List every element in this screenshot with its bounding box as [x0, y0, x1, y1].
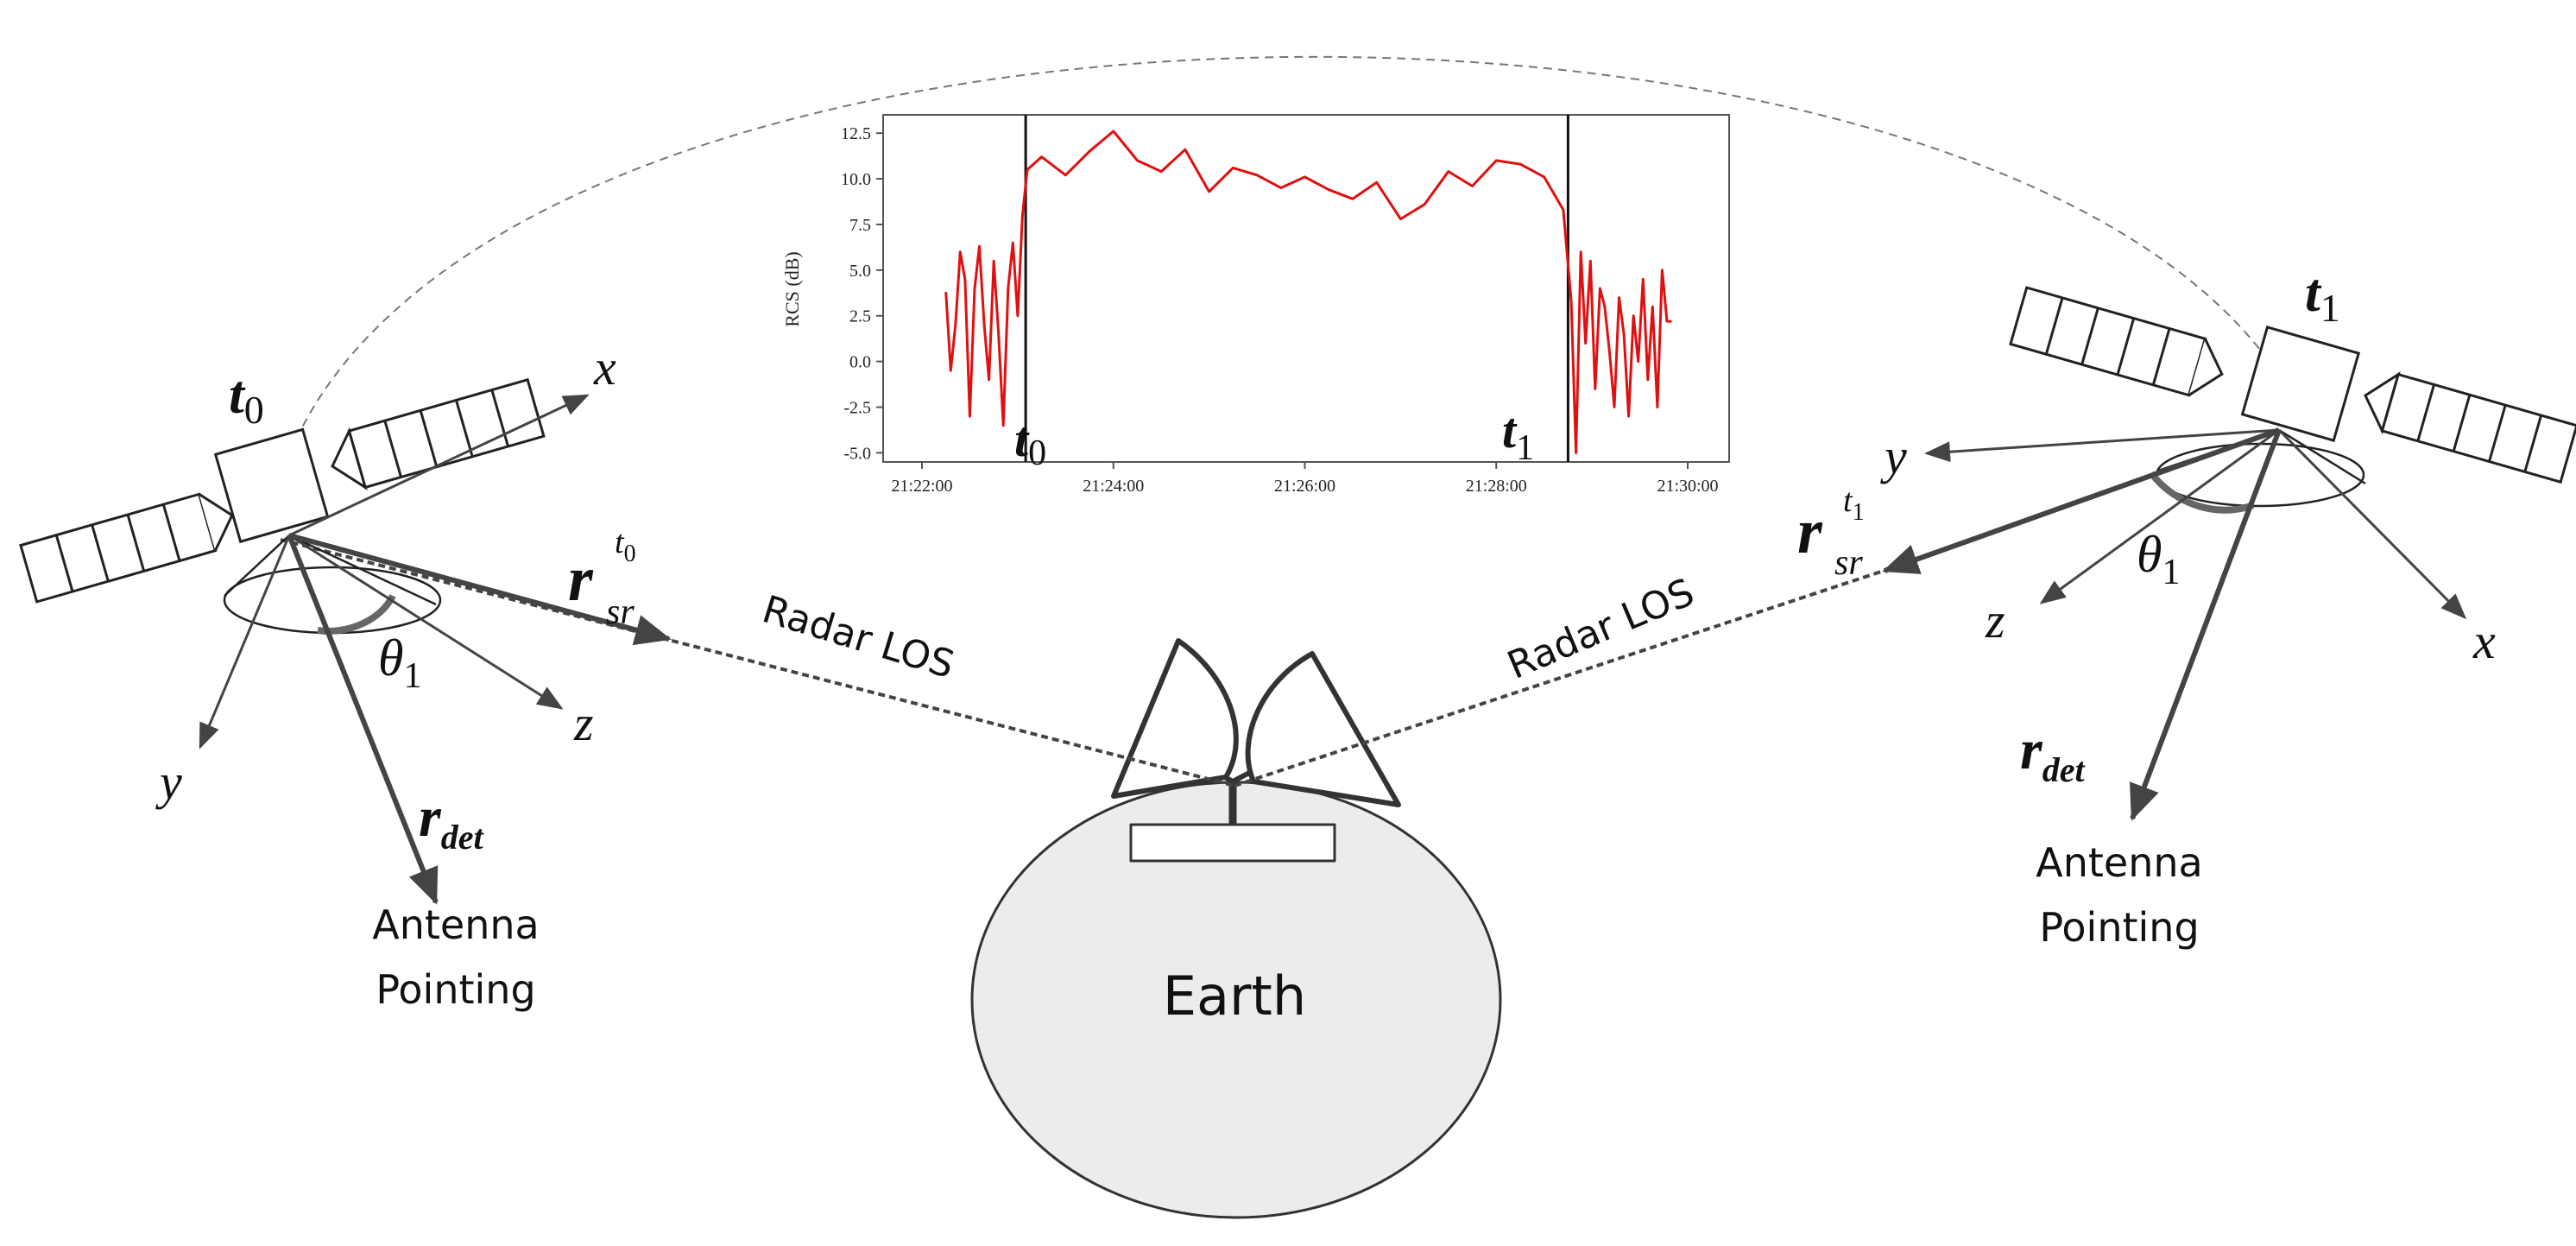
axis-z-right — [2039, 428, 2280, 604]
antenna-cone-left — [223, 566, 442, 635]
satellite-body-right — [2240, 325, 2361, 442]
solar-panel-right-a — [2009, 286, 2224, 397]
satellite-right — [2009, 286, 2576, 514]
axis-y-left-label: y — [155, 754, 182, 810]
vector-r-det-left — [287, 534, 439, 905]
r-sr-t1-label: r — [1797, 497, 1823, 567]
vector-r-sr-right — [1882, 427, 2281, 574]
x-tick-label: 21:28:00 — [1466, 477, 1527, 496]
antenna-pointing-right-line2: Pointing — [2039, 904, 2199, 951]
r-det-left-label: rdet — [419, 786, 484, 857]
chart-plot-frame — [882, 114, 1730, 463]
theta-label-right: θ1 — [2137, 526, 2180, 592]
r-sr-t1-super: t1 — [1843, 483, 1865, 526]
radar-los-left — [280, 538, 1235, 787]
chart-y-axis-label: RCS (dB) — [781, 251, 803, 326]
axis-y-left — [199, 534, 291, 749]
time-label-t0: t0 — [229, 364, 264, 432]
antenna-pointing-left-line1: Antenna — [372, 901, 539, 948]
time-label-t1: t1 — [2305, 262, 2340, 330]
y-tick-label: -2.5 — [843, 399, 871, 418]
x-tick-label: 21:24:00 — [1083, 477, 1144, 496]
y-tick-label: 0.0 — [849, 353, 871, 372]
r-sr-t0-super: t0 — [615, 524, 636, 567]
axis-x-right — [2277, 428, 2467, 620]
r-sr-t1-sub: sr — [1834, 543, 1863, 583]
x-tick-label: 21:26:00 — [1274, 477, 1335, 496]
y-tick-label: -5.0 — [843, 444, 871, 463]
theta-arc-left — [317, 594, 396, 635]
axis-x-right-label: x — [2472, 613, 2496, 669]
theta-arc-right — [2148, 471, 2255, 514]
vector-r-det-right — [2129, 428, 2282, 821]
ground-radar-station — [1111, 638, 1401, 863]
y-tick-label: 2.5 — [849, 307, 871, 326]
r-sr-t0-label: r — [568, 544, 594, 615]
axis-x-left-label: x — [593, 339, 616, 395]
y-tick-label: 12.5 — [841, 124, 871, 143]
axis-z-left — [288, 534, 564, 710]
rcs-chart: -5.0 -2.5 0.0 2.5 5.0 7.5 10.0 12.5 21:22:00 21:… — [781, 114, 1730, 496]
antenna-pointing-right-line1: Antenna — [2036, 839, 2202, 886]
y-tick-label: 10.0 — [841, 170, 871, 189]
solar-panel-right-b — [2364, 371, 2576, 484]
orbit-arc — [284, 55, 2297, 467]
axis-y-right-label: y — [1880, 428, 1907, 484]
x-tick-label: 21:22:00 — [891, 477, 952, 496]
satellite-left — [19, 377, 546, 635]
axis-x-left — [288, 394, 590, 537]
y-tick-label: 5.0 — [849, 262, 871, 281]
solar-panel-left-b — [331, 377, 546, 490]
satellite-body-left — [213, 427, 330, 544]
solar-panel-left-a — [19, 492, 234, 604]
axis-y-right — [1924, 428, 2280, 463]
axis-z-left-label: z — [573, 695, 594, 751]
axis-z-right-label: z — [1985, 592, 2005, 648]
rcs-series-line — [944, 130, 1672, 454]
vector-r-sr-left — [288, 533, 672, 646]
y-tick-label: 7.5 — [849, 216, 871, 235]
x-tick-label: 21:30:00 — [1657, 477, 1718, 496]
earth-label: Earth — [1163, 965, 1306, 1028]
r-det-right-label: rdet — [2020, 718, 2086, 789]
r-sr-t0-sub: sr — [606, 592, 635, 632]
marker-label-t0: t0 — [1014, 411, 1046, 473]
marker-label-t1: t1 — [1502, 402, 1534, 468]
radar-los-label-right: Radar LOS — [1501, 570, 1701, 687]
theta-label-left: θ1 — [378, 629, 421, 696]
radar-los-label-left: Radar LOS — [757, 587, 959, 687]
radar-los-right — [1234, 568, 1887, 787]
antenna-pointing-left-line2: Pointing — [376, 966, 535, 1013]
